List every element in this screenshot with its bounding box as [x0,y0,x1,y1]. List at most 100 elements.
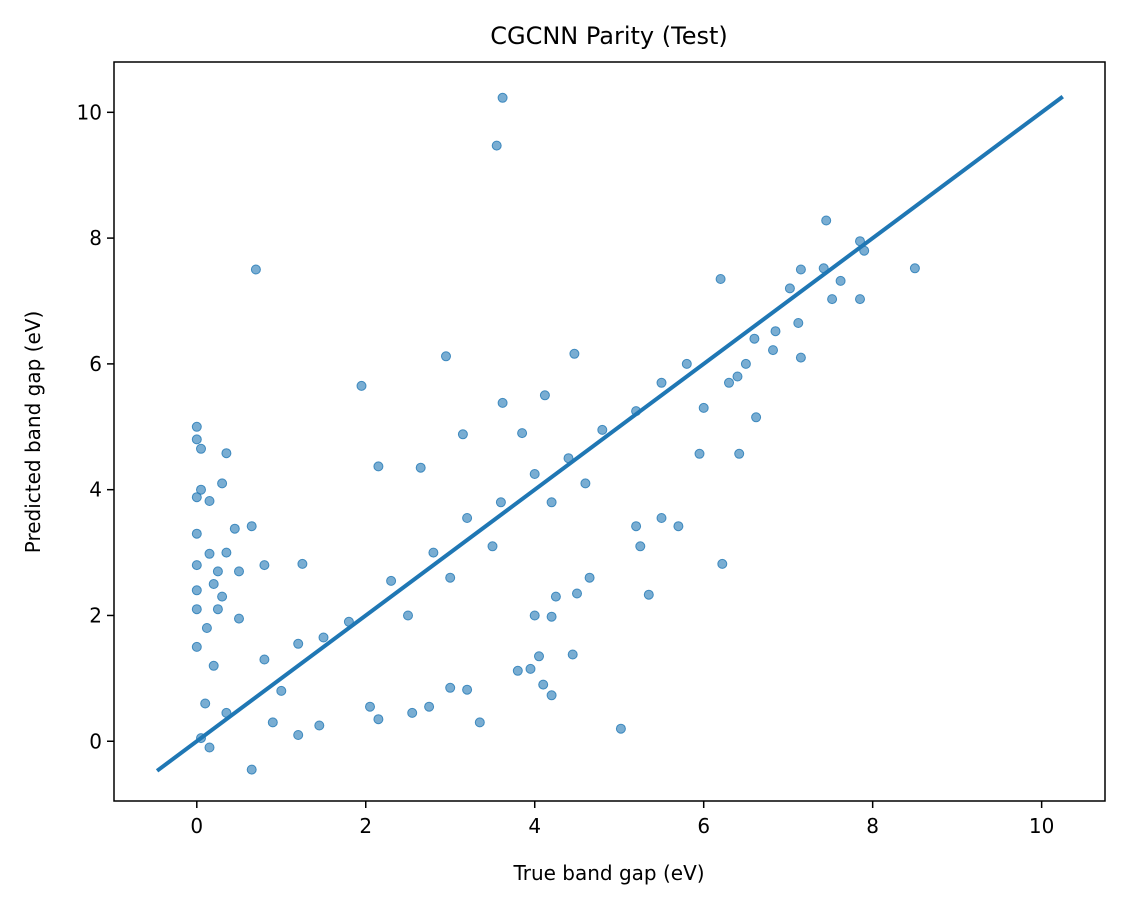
scatter-point [318,632,329,643]
chart-title: CGCNN Parity (Test) [490,22,728,50]
scatter-point [373,714,384,725]
scatter-point [734,448,745,459]
scatter-point [386,575,397,586]
scatter-point [457,429,468,440]
scatter-point [732,371,743,382]
scatter-point [259,654,270,665]
scatter-point [204,548,215,559]
scatter-point [550,591,561,602]
scatter-point [546,611,557,622]
scatter-point [715,274,726,284]
y-tick-label: 4 [89,478,102,502]
scatter-point [512,665,523,676]
scatter-point [415,462,426,473]
scatter-point [580,478,591,489]
scatter-point [768,345,778,356]
y-tick-label: 2 [89,603,102,627]
scatter-point [191,560,202,571]
scatter-point [855,294,865,305]
scatter-point [821,215,832,226]
scatter-point [569,348,580,359]
scatter-point [770,326,781,337]
scatter-point [517,428,528,439]
scatter-point [673,521,684,532]
scatter-point [795,352,806,363]
scatter-point [615,723,626,734]
scatter-point [191,492,202,503]
scatter-point [546,497,557,508]
scatter-point [529,469,540,479]
scatter-point [572,588,582,599]
scatter-point [749,333,760,344]
scatter-point [356,380,367,391]
x-axis-label: True band gap (eV) [512,861,704,885]
scatter-point [293,730,304,740]
scatter-point [191,641,202,652]
y-axis-ticks: 0 2 4 6 8 10 [77,100,114,753]
x-tick-label: 4 [528,814,541,838]
scatter-point [246,521,257,532]
scatter-point [597,424,608,435]
scatter-point [373,461,384,472]
scatter-point [441,351,451,362]
scatter-point [212,566,223,577]
scatter-point [827,294,838,305]
scatter-point [795,264,806,275]
scatter-point [698,402,709,413]
scatter-point [365,701,375,712]
scatter-point [234,566,244,577]
x-tick-label: 6 [697,814,710,838]
scatter-point [529,610,540,621]
scatter-point [694,448,705,459]
scatter-point [538,679,549,690]
y-tick-label: 8 [89,226,102,250]
scatter-point [491,140,502,151]
scatter-point [740,358,751,369]
scatter-point [534,651,544,662]
scatter-point [424,701,435,712]
scatter-point [276,685,287,696]
scatter-point [584,572,595,583]
scatter-point [212,604,223,615]
scatter-point [724,377,734,388]
scatter-point [681,358,692,369]
scatter-point [259,560,270,571]
scatter-point [462,513,473,523]
scatter-point [267,717,278,728]
y-tick-label: 0 [89,729,102,753]
scatter-point [717,558,728,569]
scatter-point [196,484,206,495]
scatter-point [631,521,642,532]
scatter-point [217,591,228,602]
scatter-point [445,682,456,693]
scatter-point [567,649,578,660]
scatter-point [497,92,508,103]
x-tick-label: 0 [190,814,203,838]
scatter-point [428,547,439,558]
scatter-point [191,528,202,539]
scatter-point [217,478,228,489]
scatter-point [656,513,667,523]
parity-line [155,94,1064,773]
y-tick-label: 6 [89,352,102,376]
scatter-point [208,660,219,671]
scatter-point [635,541,646,552]
x-axis-ticks: 0 2 4 6 8 10 [190,801,1054,838]
scatter-point [445,572,456,583]
scatter-point [221,448,232,459]
scatter-point [643,589,654,600]
y-axis-label: Predicted band gap (eV) [21,311,45,554]
scatter-point [751,412,762,423]
scatter-point [835,275,846,286]
scatter-point [487,541,498,552]
scatter-point [297,558,308,569]
scatter-point [200,698,211,709]
scatter-point [495,497,506,508]
axes-frame [113,61,1106,802]
x-tick-label: 10 [1029,814,1054,838]
x-tick-label: 2 [359,814,372,838]
scatter-point [293,638,304,649]
scatter-point [191,604,202,615]
scatter-point [191,421,202,432]
